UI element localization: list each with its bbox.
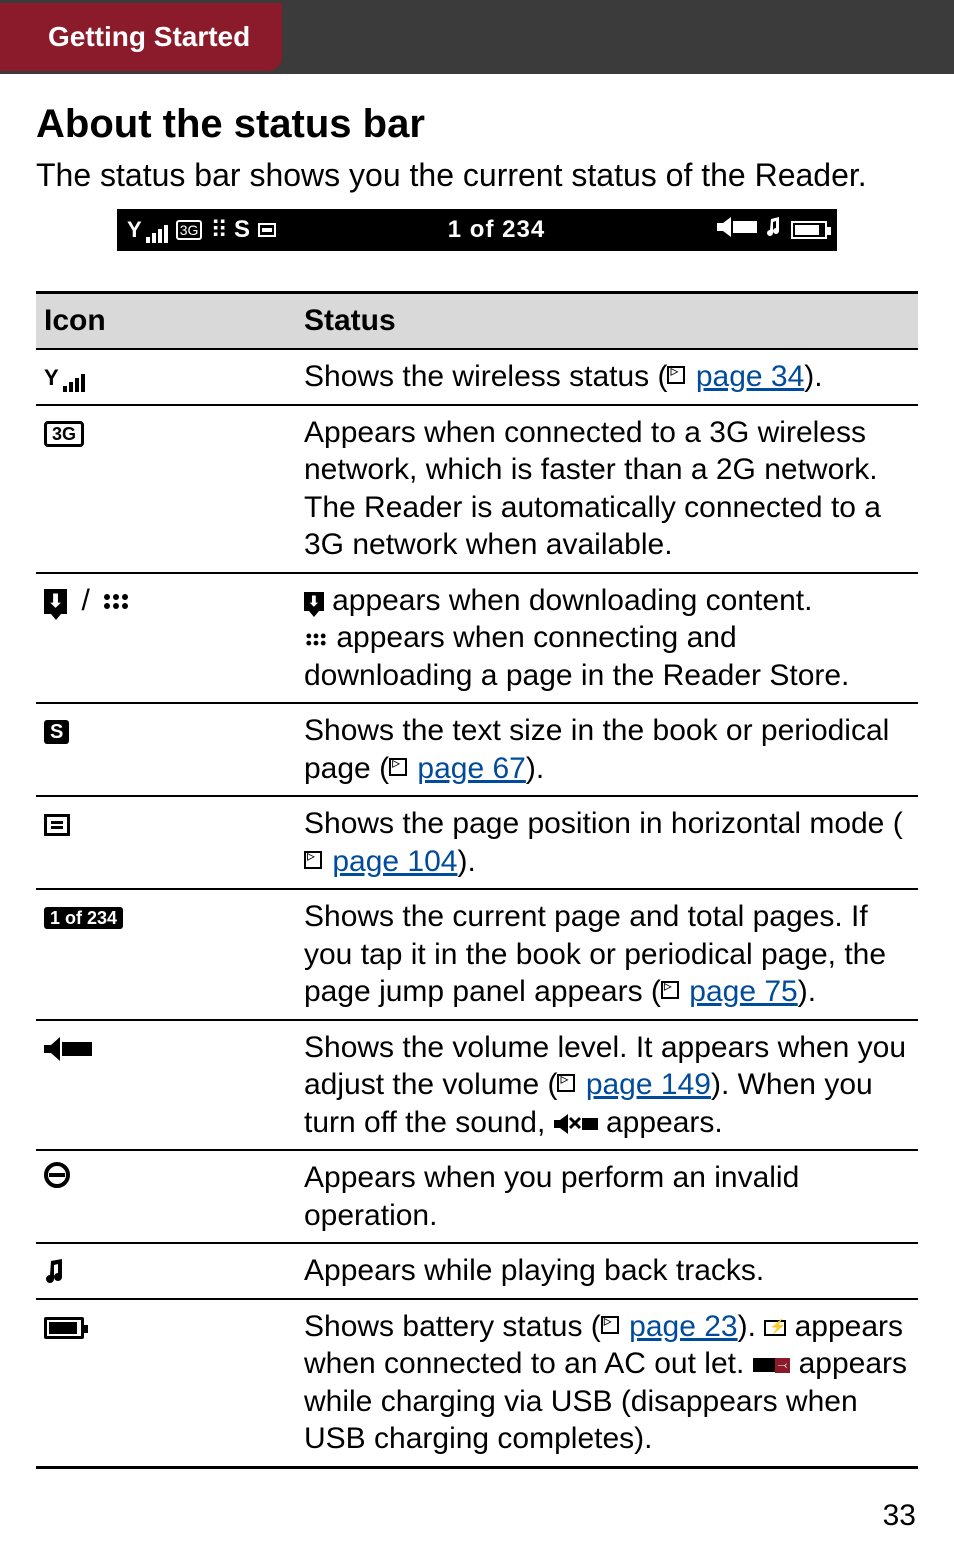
page-indicator: 1 of 234: [448, 216, 545, 244]
page-header: Getting Started: [0, 0, 954, 74]
page-link[interactable]: page 23: [629, 1310, 737, 1343]
download-icon: ⬇: [304, 592, 324, 612]
page-title: About the status bar: [36, 102, 918, 147]
table-row: Appears while playing back tracks.: [36, 1243, 918, 1299]
volume-icon: [44, 1037, 94, 1061]
status-bar-example: Y 3G ⠿ S 1 of 234: [117, 209, 837, 251]
status-text: Shows the volume level. It appears when …: [296, 1020, 918, 1151]
status-text: Shows battery status ( page 23). appears…: [296, 1299, 918, 1468]
text-size-icon: S: [234, 216, 250, 244]
table-row: 3G Appears when connected to a 3G wirele…: [36, 405, 918, 573]
status-text: Shows the text size in the book or perio…: [296, 703, 918, 796]
connecting-icon: [104, 594, 128, 609]
table-row: ⬇ / ⬇ appears when downloading content. …: [36, 573, 918, 704]
mute-icon: [554, 1114, 598, 1134]
table-row: Shows the page position in horizontal mo…: [36, 796, 918, 889]
music-icon: [44, 1259, 66, 1285]
col-status-header: Status: [296, 293, 918, 350]
page-link[interactable]: page 34: [696, 360, 804, 393]
col-icon-header: Icon: [36, 293, 296, 350]
battery-icon: [44, 1317, 84, 1339]
invalid-icon: [44, 1160, 70, 1198]
table-row: Appears when you perform an invalid oper…: [36, 1150, 918, 1243]
dots-icon: ⠿: [210, 216, 226, 245]
status-text: Appears when you perform an invalid oper…: [296, 1150, 918, 1243]
reference-icon: [389, 758, 407, 776]
table-row: Y Shows the wireless status ( page 34).: [36, 349, 918, 405]
page-link[interactable]: page 149: [586, 1068, 711, 1101]
text-size-icon: S: [44, 720, 69, 744]
page-indicator-icon: 1 of 234: [44, 907, 123, 929]
download-icon: ⬇: [44, 589, 67, 614]
page-link[interactable]: page 67: [417, 752, 525, 785]
music-icon: [765, 216, 783, 244]
connecting-icon: [306, 633, 325, 645]
page-position-icon: [258, 223, 276, 237]
table-row: Shows the volume level. It appears when …: [36, 1020, 918, 1151]
reference-icon: [667, 366, 685, 384]
status-text: Appears while playing back tracks.: [296, 1243, 918, 1299]
intro-text: The status bar shows you the current sta…: [36, 155, 918, 195]
table-row: Shows battery status ( page 23). appears…: [36, 1299, 918, 1468]
status-text: Shows the current page and total pages. …: [296, 889, 918, 1020]
status-text: Shows the wireless status ( page 34).: [296, 349, 918, 405]
reference-icon: [661, 981, 679, 999]
table-row: 1 of 234 Shows the current page and tota…: [36, 889, 918, 1020]
reference-icon: [601, 1316, 619, 1334]
battery-icon: [791, 221, 827, 239]
status-icons-table: Icon Status Y Shows the wireless status …: [36, 291, 918, 1469]
signal-icon: Y: [127, 217, 168, 243]
volume-icon: [717, 216, 757, 244]
page-link[interactable]: page 104: [332, 845, 457, 878]
status-text: ⬇ appears when downloading content. appe…: [296, 573, 918, 704]
status-text: Shows the page position in horizontal mo…: [296, 796, 918, 889]
page-number: 33: [883, 1499, 916, 1533]
battery-ac-icon: [764, 1320, 786, 1336]
page-position-icon: [44, 814, 70, 836]
3g-icon: 3G: [176, 220, 203, 240]
signal-icon: Y: [44, 364, 85, 392]
battery-usb-icon: ⤙: [753, 1358, 791, 1373]
section-tab: Getting Started: [0, 3, 282, 71]
table-row: S Shows the text size in the book or per…: [36, 703, 918, 796]
status-text: Appears when connected to a 3G wireless …: [296, 405, 918, 573]
page-link[interactable]: page 75: [689, 975, 797, 1008]
reference-icon: [557, 1074, 575, 1092]
reference-icon: [304, 851, 322, 869]
3g-icon: 3G: [44, 421, 84, 447]
